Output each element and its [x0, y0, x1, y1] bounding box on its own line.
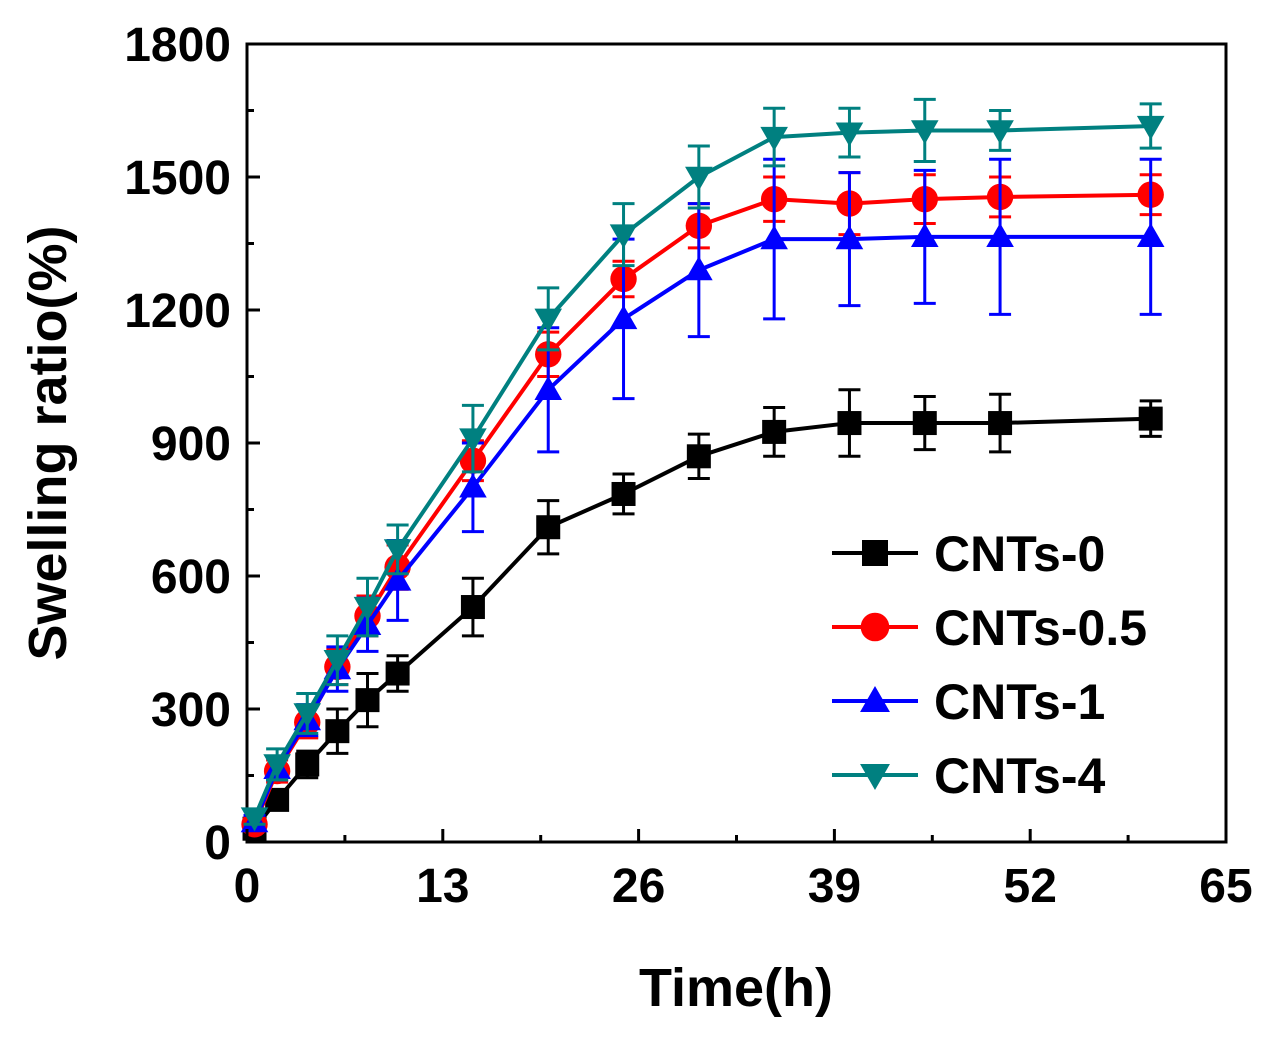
legend-label: CNTs-0: [934, 526, 1105, 582]
data-point: [240, 807, 269, 832]
data-point: [1138, 406, 1163, 431]
data-point: [383, 539, 412, 564]
legend-label: CNTs-1: [934, 674, 1105, 730]
x-tick-label: 65: [1199, 860, 1252, 913]
data-point: [536, 515, 561, 540]
data-point: [460, 595, 485, 620]
data-point: [295, 752, 320, 777]
series-layer: [240, 97, 1165, 841]
data-point: [293, 703, 322, 728]
data-point: [325, 719, 350, 744]
data-point: [609, 305, 638, 330]
x-tick-label: 26: [612, 860, 665, 913]
data-point: [760, 126, 788, 151]
data-point: [912, 411, 937, 436]
series-cnts-1: [240, 157, 1165, 833]
data-point: [459, 428, 487, 453]
legend-label: CNTs-4: [934, 748, 1106, 804]
legend-marker: [860, 763, 890, 790]
ticks-layer: 0 13 26 39 52 65 0 300 600 900 1200 1500 1800: [124, 19, 1252, 913]
x-tick-label: 39: [808, 860, 861, 913]
legend-marker: [860, 612, 890, 642]
legend-label: CNTs-0.5: [934, 600, 1147, 656]
data-point: [459, 473, 487, 498]
data-point: [760, 225, 788, 250]
data-point: [1136, 115, 1165, 140]
data-point: [685, 166, 713, 191]
legend-item-cnts-1: CNTs-1: [832, 674, 1105, 730]
legend-marker: [860, 686, 890, 713]
data-point: [835, 122, 864, 147]
y-tick-label: 600: [151, 551, 231, 604]
data-point: [910, 120, 939, 145]
data-point: [986, 223, 1014, 248]
data-point: [323, 650, 352, 675]
data-point: [762, 419, 787, 444]
x-tick-label: 0: [234, 860, 261, 913]
y-tick-label: 1800: [124, 19, 231, 72]
legend-item-cnts-0-5: CNTs-0.5: [832, 600, 1147, 656]
legend-marker: [862, 540, 888, 566]
y-tick-label: 1500: [124, 152, 231, 205]
series-cnts-4: [240, 97, 1165, 832]
series-cnts-0: [242, 388, 1163, 841]
data-point: [837, 411, 862, 436]
data-point: [534, 308, 563, 333]
data-point: [686, 444, 711, 469]
data-point: [685, 256, 713, 281]
data-point: [609, 224, 638, 249]
data-point: [986, 120, 1014, 145]
x-axis-title: Time(h): [639, 958, 833, 1018]
legend-item-cnts-4: CNTs-4: [832, 748, 1106, 804]
data-point: [385, 661, 410, 686]
y-tick-label: 300: [151, 684, 231, 737]
y-axis-title: Swelling ratio(%): [18, 225, 78, 660]
data-point: [835, 225, 864, 250]
data-point: [534, 376, 563, 400]
data-point: [353, 596, 382, 621]
y-tick-label: 1200: [124, 285, 231, 338]
plot-area: 0 13 26 39 52 65 0 300 600 900 1200 1500 1800: [124, 19, 1252, 913]
legend: CNTs-0 CNTs-0.5 CNTs-1 CNTs-4: [832, 526, 1147, 804]
x-tick-label: 52: [1004, 860, 1057, 913]
legend-item-cnts-0: CNTs-0: [832, 526, 1105, 582]
y-tick-label: 0: [204, 817, 231, 870]
data-point: [988, 411, 1013, 436]
y-tick-label: 900: [151, 418, 231, 471]
x-tick-label: 13: [416, 860, 469, 913]
data-point: [383, 566, 412, 591]
data-point: [263, 754, 291, 779]
data-point: [355, 688, 380, 713]
data-point: [1136, 223, 1165, 248]
data-point: [611, 481, 636, 506]
data-point: [910, 223, 939, 248]
